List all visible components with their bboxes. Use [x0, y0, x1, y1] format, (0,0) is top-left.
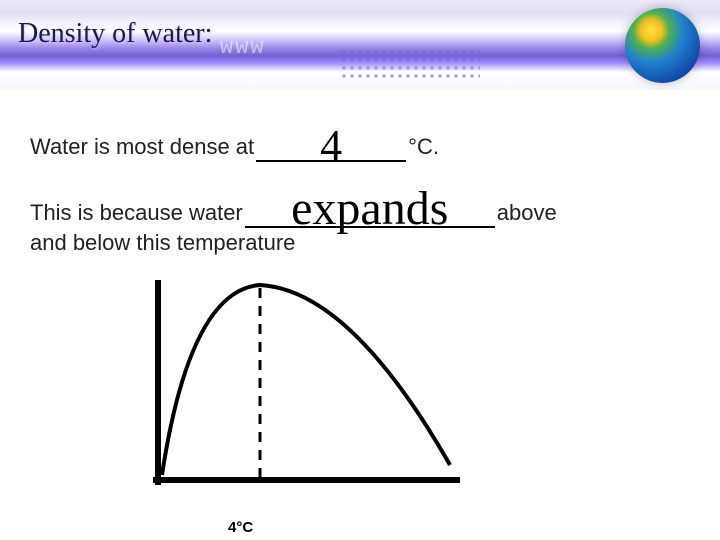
answer-2: expands — [291, 182, 448, 235]
sentence-2: This is because water expands above — [30, 188, 690, 228]
sentence-1-pre: Water is most dense at — [30, 134, 254, 160]
slide-title: Density of water: — [18, 18, 212, 50]
blank-2: expands — [245, 188, 495, 228]
density-chart — [130, 270, 490, 520]
sentence-1: Water is most dense at 4 °C. — [30, 122, 690, 162]
chart-xlabel: 4°C — [228, 519, 253, 536]
chart-svg — [130, 270, 490, 520]
sentence-1-post: °C. — [408, 134, 439, 160]
sentence-2-pre: This is because water — [30, 200, 243, 226]
answer-1: 4 — [320, 121, 342, 170]
header-dots-pattern — [340, 48, 480, 78]
sentence-3: and below this temperature — [30, 230, 295, 256]
header-www-text: www — [220, 35, 266, 60]
globe-icon — [625, 8, 700, 83]
sentence-2-post: above — [497, 200, 557, 226]
blank-1: 4 — [256, 122, 406, 162]
